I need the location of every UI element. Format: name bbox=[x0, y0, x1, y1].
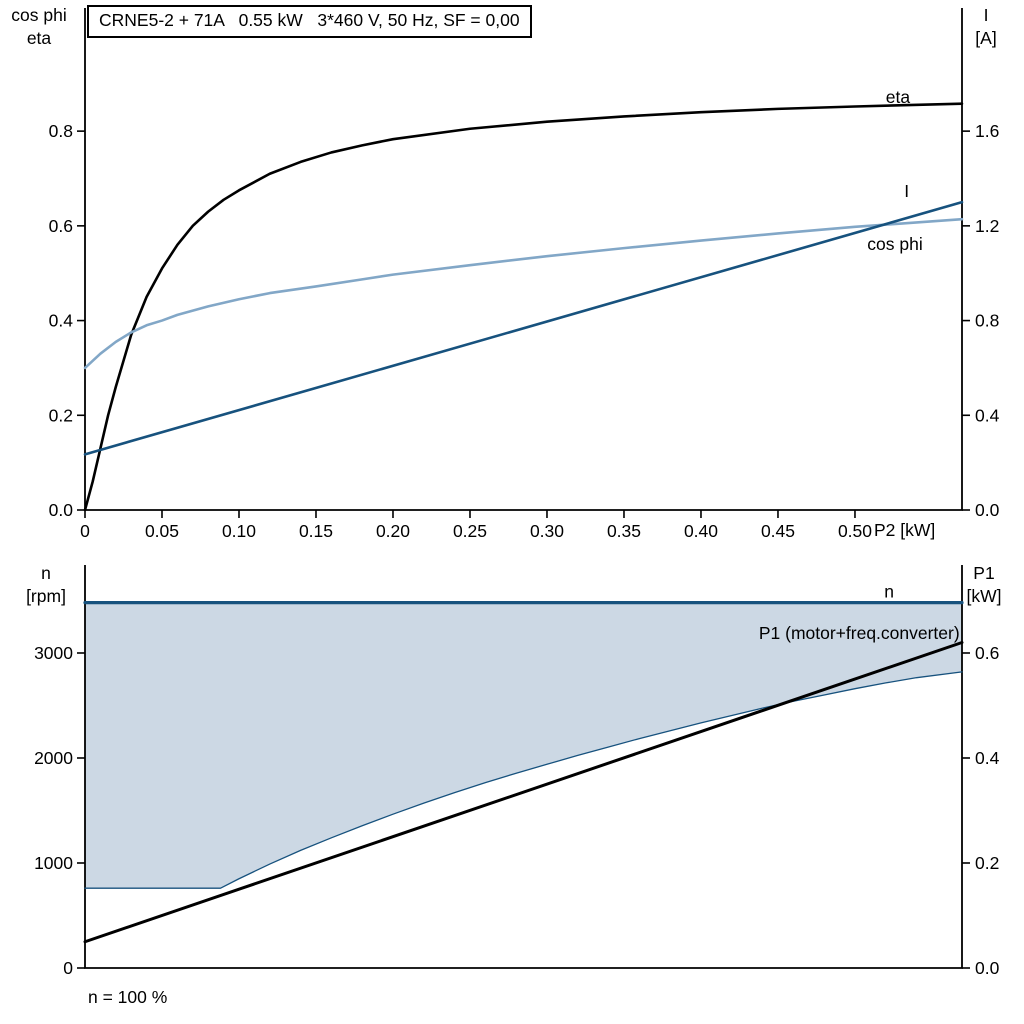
series-label-current: I bbox=[904, 181, 909, 201]
x-tick-label: 0.40 bbox=[684, 521, 718, 541]
axis-title-p1: P1 bbox=[973, 563, 995, 583]
curve-p1 bbox=[83, 640, 964, 944]
axis-title-current-unit: [A] bbox=[975, 27, 997, 48]
curve-current bbox=[83, 200, 964, 456]
x-tick-label: 0.05 bbox=[145, 521, 179, 541]
left-tick-label: 0.0 bbox=[49, 500, 74, 520]
speed-range-band bbox=[85, 602, 962, 889]
x-tick-label: 0.25 bbox=[453, 521, 487, 541]
axes-frame bbox=[84, 8, 963, 511]
series-label-p1: P1 (motor+freq.converter) bbox=[759, 623, 960, 643]
left-tick-label: 0.8 bbox=[49, 121, 73, 141]
axis-title-speed-unit: [rpm] bbox=[26, 585, 66, 606]
x-tick-label: 0 bbox=[80, 521, 90, 541]
axis-title-p1-unit: [kW] bbox=[966, 585, 1002, 606]
left-tick-label: 0.6 bbox=[49, 216, 73, 236]
bottom-chart-left-axis-title: n [rpm] bbox=[6, 562, 86, 608]
series-label-eta: eta bbox=[886, 87, 911, 107]
right-tick-label: 0.4 bbox=[975, 405, 1000, 425]
right-tick-label: 0.8 bbox=[975, 311, 999, 331]
left-tick-label: 0 bbox=[63, 958, 73, 978]
left-tick-label: 3000 bbox=[34, 643, 73, 663]
right-tick-label: 0.2 bbox=[975, 853, 999, 873]
x-tick-label: 0.30 bbox=[530, 521, 564, 541]
right-tick-label: 0.0 bbox=[975, 958, 1000, 978]
right-tick-label: 1.6 bbox=[975, 121, 999, 141]
chart-title-box: CRNE5-2 + 71A 0.55 kW 3*460 V, 50 Hz, SF… bbox=[87, 5, 532, 38]
x-axis-title: P2 [kW] bbox=[874, 520, 936, 540]
curve-speed-lower-limit bbox=[84, 671, 963, 889]
right-tick-label: 0.6 bbox=[975, 643, 999, 663]
series-label-cos-phi: cos phi bbox=[867, 234, 922, 254]
left-tick-label: 1000 bbox=[34, 853, 73, 873]
right-tick-label: 0.4 bbox=[975, 748, 1000, 768]
left-tick-label: 2000 bbox=[34, 748, 73, 768]
axis-title-current: I bbox=[983, 5, 989, 25]
x-tick-label: 0.20 bbox=[376, 521, 410, 541]
speed-percentage-note: n = 100 % bbox=[88, 987, 168, 1007]
top-chart-left-axis-title: cos phi eta bbox=[0, 4, 78, 50]
left-tick-label: 0.2 bbox=[49, 405, 73, 425]
x-tick-label: 0.15 bbox=[299, 521, 333, 541]
curve-cos-phi bbox=[83, 217, 964, 370]
left-tick-label: 0.4 bbox=[49, 311, 74, 331]
x-tick-label: 0.45 bbox=[761, 521, 795, 541]
right-tick-label: 0.0 bbox=[975, 500, 1000, 520]
axis-title-eta: eta bbox=[26, 27, 52, 48]
x-tick-label: 0.50 bbox=[838, 521, 872, 541]
axis-title-cos-phi: cos phi bbox=[11, 5, 67, 25]
x-tick-label: 0.10 bbox=[222, 521, 256, 541]
axes-frame bbox=[84, 565, 963, 969]
bottom-chart-right-axis-title: P1 [kW] bbox=[948, 562, 1020, 608]
right-tick-label: 1.2 bbox=[975, 216, 999, 236]
top-chart-right-axis-title: I [A] bbox=[953, 4, 1019, 50]
axis-title-speed: n bbox=[41, 563, 51, 583]
curve-eta bbox=[83, 102, 964, 512]
series-label-speed: n bbox=[884, 581, 894, 601]
x-tick-label: 0.35 bbox=[607, 521, 641, 541]
